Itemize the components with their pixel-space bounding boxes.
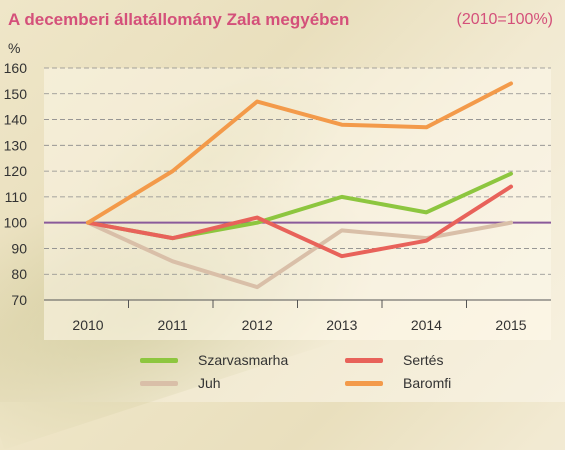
- y-tick-label: 90: [11, 240, 27, 256]
- legend-label: Sertés: [403, 352, 444, 368]
- legend-label: Juh: [198, 375, 221, 391]
- legend-item-juh: Juh: [140, 375, 221, 391]
- y-tick-label: 70: [11, 292, 27, 308]
- series-line-juh: [86, 220, 513, 290]
- chart-title: A decemberi állatállomány Zala megyében: [8, 10, 350, 29]
- y-tick-label: 140: [4, 112, 28, 128]
- line-chart: 70 80 90 100 110 120 130 140 150 160% 2010 2011 2012…: [4, 40, 551, 340]
- y-tick-label: 160: [4, 60, 28, 76]
- legend-label: Szarvasmarha: [198, 352, 289, 368]
- x-tick-label: 2015: [495, 317, 526, 333]
- legend-item-szarvasmarha: Szarvasmarha: [140, 352, 288, 368]
- y-tick-label: 120: [4, 163, 28, 179]
- x-tick-label: 2014: [411, 317, 442, 333]
- legend-swatch: [345, 357, 383, 363]
- y-tick-label: 110: [5, 189, 28, 205]
- legend-swatch: [140, 357, 178, 363]
- legend-swatch: [140, 380, 178, 386]
- y-tick-label: 80: [11, 266, 27, 282]
- x-tick-label: 2012: [242, 317, 273, 333]
- y-axis-label: %: [8, 40, 20, 56]
- y-tick-label: 130: [4, 137, 28, 153]
- series-line-baromfi: [86, 81, 513, 225]
- y-tick-label: 100: [4, 215, 28, 231]
- x-tick-label: 2011: [158, 317, 188, 333]
- x-tick-label: 2013: [326, 317, 357, 333]
- y-tick-label: 150: [4, 86, 28, 102]
- legend-item-sertes: Sertés: [345, 352, 443, 368]
- legend-label: Baromfi: [403, 375, 452, 391]
- x-tick-label: 2010: [72, 317, 103, 333]
- legend-item-baromfi: Baromfi: [345, 375, 451, 391]
- series-line-sertés: [86, 184, 513, 259]
- base-year-note: (2010=100%): [456, 11, 553, 28]
- legend-swatch: [345, 380, 383, 386]
